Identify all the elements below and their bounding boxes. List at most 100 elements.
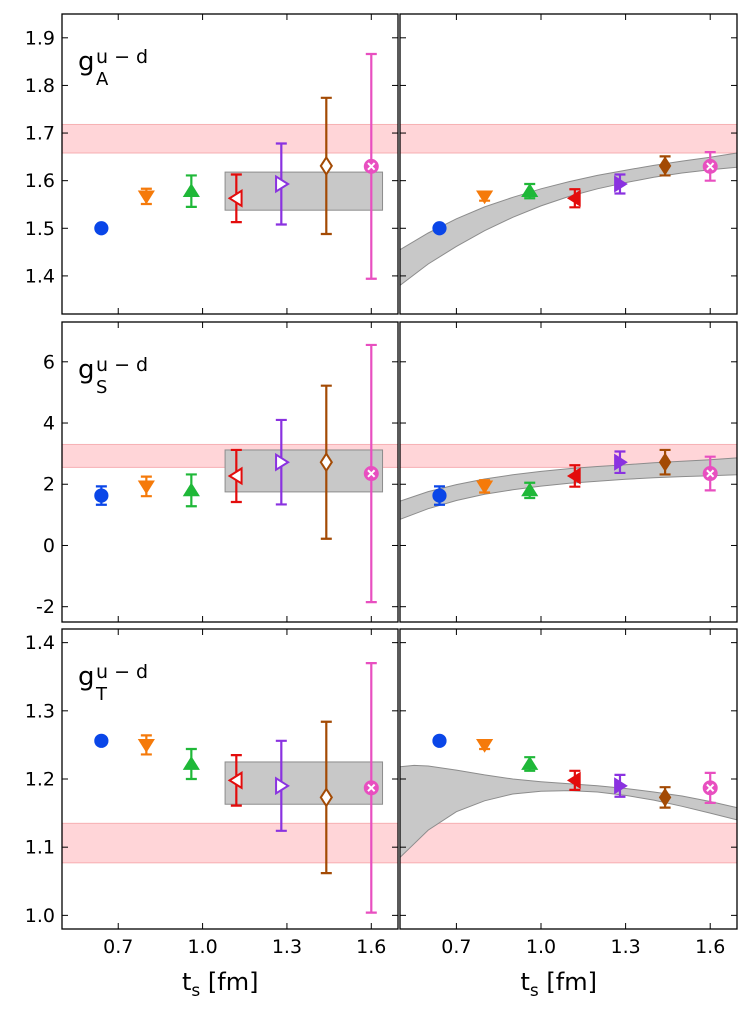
x-axis-label: ts [fm]: [521, 968, 597, 1001]
y-tick-label: 1.4: [25, 265, 55, 287]
y-tick-label: 1.5: [25, 218, 55, 240]
marker-triangle-down: [476, 480, 494, 495]
marker-triangle-right: [614, 777, 628, 795]
panel-2-right: [399, 321, 738, 623]
marker-triangle-up: [521, 482, 539, 497]
x-axis-label-left: ts [fm]: [182, 968, 258, 1001]
marker-triangle-right: [275, 174, 290, 194]
reference-band: [400, 443, 737, 468]
marker-triangle-left: [227, 188, 243, 208]
data-point: [227, 754, 243, 807]
data-point: [275, 418, 290, 506]
y-tick-label: 2: [43, 474, 55, 496]
y-tick-label: 1.9: [25, 27, 55, 49]
y-tick-label: -2: [36, 596, 55, 618]
data-point: [658, 155, 672, 177]
data-point: [319, 384, 333, 540]
data-point: [432, 221, 447, 236]
axes-frame: [61, 321, 399, 623]
y-tick-label: 1.8: [25, 75, 55, 97]
marker-diamond: [319, 451, 333, 473]
marker-triangle-left: [566, 189, 581, 207]
marker-triangle-right: [614, 453, 628, 471]
x-axis-label-right: ts [fm]: [521, 968, 597, 1001]
data-point: [614, 450, 628, 475]
data-point: [363, 52, 379, 280]
data-point: [476, 739, 494, 753]
y-tick-label: 1.0: [25, 905, 55, 927]
marker-x-circle-cross: [367, 469, 376, 478]
data-point: [94, 221, 109, 236]
plateau-fit-band: [224, 449, 384, 493]
panel-row-3: 0.7 1.0 1.3 1.6 1.0 1.1 1.2 1.3 1.4 g u − dT 0.7 1.0…: [25, 628, 738, 958]
y-tick-label: 6: [43, 351, 55, 373]
x-axis-label: ts [fm]: [182, 968, 258, 1001]
reference-band: [400, 123, 737, 154]
marker-circle: [432, 733, 447, 748]
marker-triangle-up: [182, 183, 200, 197]
x-tick-label: 1.0: [187, 936, 217, 958]
excited-state-fit-band: [400, 152, 737, 287]
x-axis-label-main: t: [182, 968, 191, 996]
x-axis-label-unit: [fm]: [200, 968, 258, 996]
data-point: [521, 756, 539, 772]
marker-x-circle-cross: [706, 162, 715, 171]
marker-triangle-up: [521, 756, 539, 770]
data-point: [275, 142, 290, 226]
panel-1-right: [399, 13, 738, 315]
data-point: [182, 174, 200, 208]
marker-x-circle-cross: [367, 783, 376, 792]
marker-triangle-left: [566, 467, 581, 485]
marker-triangle-right: [275, 776, 290, 796]
data-point: [702, 771, 718, 804]
marker-triangle-down: [476, 739, 494, 753]
x-tick-label: 1.6: [356, 936, 386, 958]
data-point: [182, 473, 200, 508]
marker-triangle-down: [137, 190, 155, 205]
data-point: [658, 786, 672, 809]
data-point: [658, 448, 672, 476]
plot-area: [62, 661, 398, 914]
data-point: [432, 733, 447, 748]
panel-label-main: g: [78, 47, 95, 77]
marker-diamond: [319, 787, 333, 808]
x-tick-label: 1.3: [272, 936, 302, 958]
data-point: [566, 464, 581, 488]
data-point: [521, 182, 539, 200]
marker-triangle-down: [137, 480, 155, 495]
marker-triangle-left: [227, 466, 243, 486]
plateau-fit-band: [224, 761, 384, 805]
reference-band: [62, 822, 398, 864]
y-tick-label: 1.3: [25, 700, 55, 722]
marker-circle: [94, 488, 109, 503]
data-point: [432, 485, 447, 506]
data-point: [702, 150, 718, 182]
data-point: [137, 187, 155, 206]
marker-circle: [432, 488, 447, 503]
plot-area: [62, 52, 398, 280]
y-tick-label: 1.4: [25, 632, 55, 654]
data-point: [566, 769, 581, 792]
marker-triangle-left: [227, 771, 243, 790]
marker-diamond: [658, 452, 672, 472]
marker-triangle-left: [566, 771, 581, 789]
marker-circle: [432, 221, 447, 236]
marker-triangle-down: [476, 190, 494, 205]
data-point: [182, 747, 200, 781]
data-point: [363, 343, 379, 604]
data-point: [137, 734, 155, 756]
panel-label-subscript: T: [95, 684, 108, 705]
y-tick-label: 1.7: [25, 123, 55, 145]
data-point: [227, 173, 243, 224]
x-axis-label-subscript: s: [530, 981, 539, 1001]
plot-area: [400, 733, 737, 864]
marker-triangle-up: [182, 756, 200, 770]
data-point: [319, 96, 333, 236]
data-point: [702, 455, 718, 492]
x-tick-label: 1.6: [695, 936, 725, 958]
x-axis-label-main: t: [521, 968, 530, 996]
data-point: [476, 479, 494, 495]
